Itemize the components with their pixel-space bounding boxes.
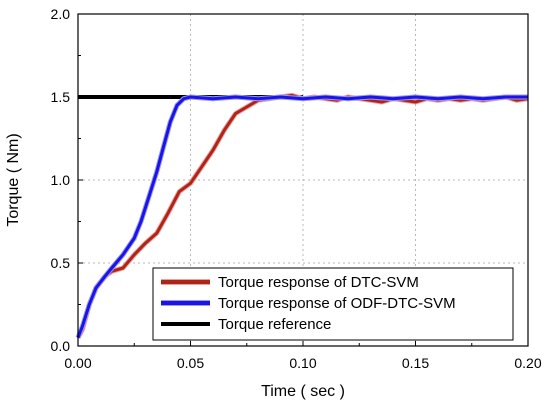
- legend-label: Torque response of DTC-SVM: [218, 274, 419, 291]
- legend-box: [152, 267, 514, 341]
- x-tick-label: 0.05: [177, 355, 204, 371]
- tick-layer: 0.00 0.05 0.10 0.15 0.20 0.0 0.5 1.0 1.5 2.0: [51, 6, 542, 371]
- y-tick-label: 1.0: [51, 172, 71, 188]
- x-tick-label: 0.20: [514, 355, 541, 371]
- legend-label: Torque reference: [218, 316, 331, 333]
- y-tick-label: 1.5: [51, 89, 71, 105]
- x-tick-label: 0.10: [289, 355, 316, 371]
- y-axis-title: Torque ( Nm): [5, 133, 22, 226]
- legend-label: Torque response of ODF-DTC-SVM: [218, 295, 456, 312]
- y-tick-label: 2.0: [51, 6, 71, 22]
- x-tick-label: 0.15: [402, 355, 429, 371]
- y-tick-label: 0.5: [51, 255, 71, 271]
- x-axis-title: Time ( sec ): [261, 383, 345, 400]
- legend: Torque response of DTC-SVM Torque respons…: [152, 267, 514, 341]
- series-line: [76, 95, 528, 339]
- x-tick-label: 0.00: [64, 355, 91, 371]
- series-layer: [75, 92, 529, 339]
- y-tick-label: 0.0: [51, 338, 71, 354]
